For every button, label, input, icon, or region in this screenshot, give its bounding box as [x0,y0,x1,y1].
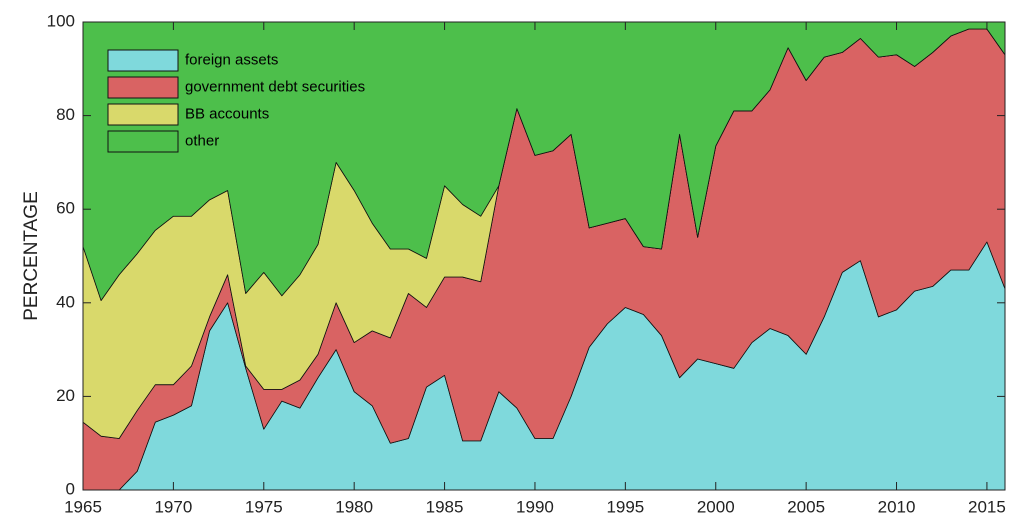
legend-label: BB accounts [185,105,269,122]
x-tick-label: 2015 [968,497,1006,516]
x-tick-label: 1975 [245,497,283,516]
legend-label: other [185,132,219,149]
y-axis-label: PERCENTAGE [21,191,42,321]
y-tick-label: 40 [56,292,75,311]
x-tick-label: 2010 [878,497,916,516]
y-tick-label: 20 [56,386,75,405]
legend-swatch [107,103,179,126]
y-tick-label: 80 [56,105,75,124]
legend-label: government debt securities [185,78,365,95]
y-tick-label: 60 [56,199,75,218]
x-tick-label: 1990 [516,497,554,516]
y-tick-label: 100 [47,11,75,30]
legend-swatch [107,49,179,72]
x-tick-label: 1980 [335,497,373,516]
x-tick-label: 2005 [787,497,825,516]
legend-swatch [107,130,179,153]
plot-frame [82,21,1006,491]
x-tick-label: 1970 [154,497,192,516]
x-tick-label: 1985 [426,497,464,516]
x-tick-label: 2000 [697,497,735,516]
x-tick-label: 1965 [64,497,102,516]
x-tick-label: 1995 [606,497,644,516]
legend-label: foreign assets [185,51,278,68]
legend-swatch [107,76,179,99]
y-tick-label: 0 [66,479,75,498]
